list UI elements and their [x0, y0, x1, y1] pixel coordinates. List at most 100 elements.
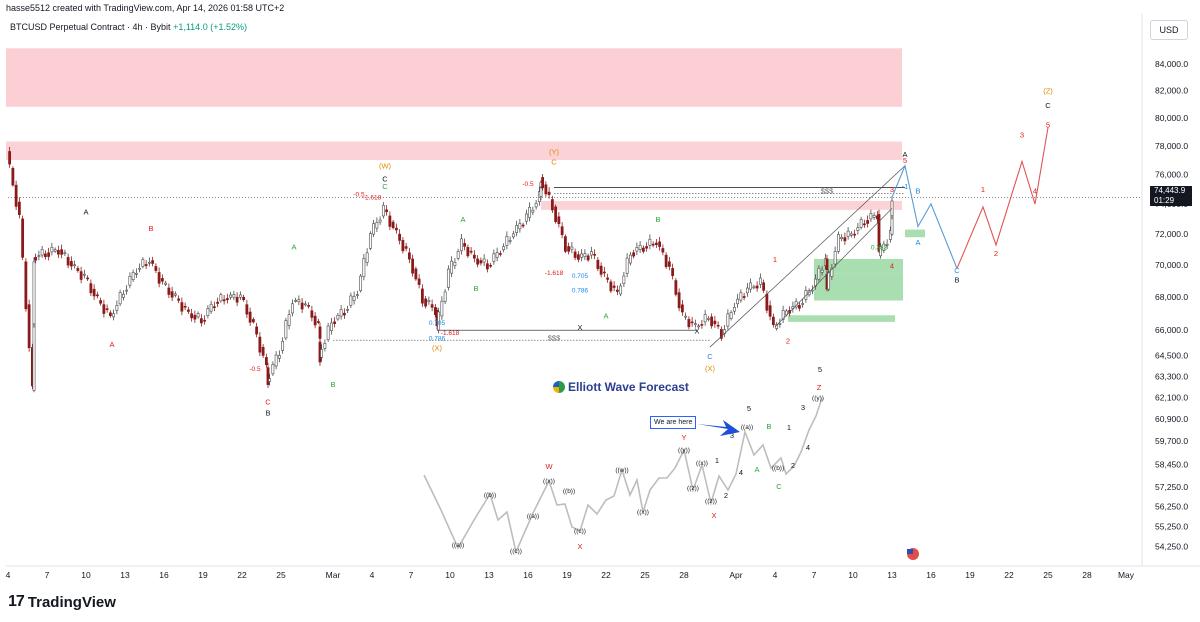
time-tick-label: 10 — [445, 570, 455, 580]
candle-body — [534, 202, 538, 208]
candle-body — [219, 294, 223, 302]
candle-body — [352, 296, 356, 301]
candle-body — [115, 304, 119, 311]
candle-body — [443, 291, 447, 302]
candle-body — [700, 324, 704, 326]
price-tick-label: 57,250.0 — [1155, 482, 1188, 492]
wave-label: B — [473, 284, 478, 293]
price-tick-label: 84,000.0 — [1155, 59, 1188, 69]
wave-label: -0.5 — [522, 181, 534, 188]
wave-label: X — [577, 323, 582, 332]
wave-sketch-label: ((a)) — [452, 542, 464, 549]
tradingview-logo[interactable]: 17 TradingView — [8, 593, 116, 611]
candle-body — [235, 296, 239, 303]
candle-body — [781, 309, 785, 320]
wave-sketch-label: ((z)) — [687, 485, 699, 492]
candle-body — [212, 306, 216, 308]
candle-body — [216, 301, 220, 304]
candle-body — [32, 261, 36, 325]
time-tick-label: 25 — [1043, 570, 1053, 580]
wave-sketch-label: ((y)) — [812, 395, 824, 402]
candle-body — [661, 248, 665, 253]
candle-body — [729, 312, 733, 319]
candle-body — [53, 249, 57, 252]
time-tick-label: 13 — [484, 570, 494, 580]
candle-body — [401, 240, 405, 252]
candle-body — [840, 236, 844, 240]
candle-body — [612, 285, 616, 288]
candle-body — [664, 254, 668, 268]
candle-body — [284, 320, 288, 339]
wave-sketch-label: X — [577, 542, 582, 551]
candle-body — [365, 252, 369, 263]
wave-sketch-label: 3 — [801, 403, 805, 412]
candle-body — [229, 294, 233, 298]
candle-body — [255, 326, 259, 335]
candle-body — [716, 324, 720, 327]
buy-zone — [905, 229, 925, 238]
wave-label: C — [265, 398, 271, 407]
wave-sketch-path — [423, 397, 823, 555]
wave-label: 0.705 — [429, 320, 446, 327]
wave-sketch-label: B — [766, 422, 771, 431]
channel-line — [774, 208, 893, 328]
candle-body — [167, 287, 171, 295]
wave-sketch-label: 4 — [739, 468, 743, 477]
candle-body — [164, 282, 168, 285]
axes-layer: 84,000.0 82,000.0 80,000.0 78,000.0 76,000.0… — [6, 14, 1200, 580]
candle-body — [697, 325, 701, 328]
candle-body — [485, 263, 489, 270]
wave-sketch-label: ((z)) — [705, 498, 717, 505]
candle-body — [134, 272, 138, 275]
candle-body — [505, 236, 509, 246]
candle-body — [407, 252, 411, 260]
candle-body — [86, 277, 90, 280]
price-tick-label: 55,250.0 — [1155, 521, 1188, 531]
arrow-icon — [697, 420, 740, 436]
candle-body — [8, 151, 12, 165]
candle-body — [43, 253, 47, 258]
candle-body — [825, 258, 829, 271]
candle-body — [599, 265, 603, 275]
candle-body — [771, 316, 775, 326]
symbol-title[interactable]: BTCUSD Perpetual Contract · 4h · Bybit +… — [10, 22, 247, 32]
candle-body — [547, 191, 551, 195]
candle-body — [489, 264, 493, 267]
candle-body — [60, 249, 64, 255]
candle-body — [531, 209, 535, 213]
candle-body — [160, 278, 164, 282]
wave-label: 0.786 — [429, 335, 446, 342]
wave-label: 2 — [786, 337, 790, 346]
candle-body — [105, 308, 109, 311]
wave-label: C — [382, 175, 388, 184]
time-tick-label: 13 — [120, 570, 130, 580]
price-tick-label: 58,450.0 — [1155, 459, 1188, 469]
candle-body — [333, 321, 337, 324]
candle-body — [877, 214, 881, 237]
candle-body — [368, 233, 372, 249]
wave-label: (W) — [379, 162, 392, 171]
time-tick-label: 10 — [848, 570, 858, 580]
candle-body — [677, 292, 681, 309]
candle-body — [843, 237, 847, 242]
candle-body — [32, 323, 36, 391]
wave-sketch-label: 3 — [730, 431, 734, 440]
candle-body — [300, 302, 304, 310]
candle-body — [121, 293, 125, 298]
candle-body — [225, 298, 229, 301]
candle-body — [586, 255, 590, 261]
currency-button[interactable]: USD — [1150, 20, 1188, 40]
sell-zone — [6, 141, 902, 161]
candle-body — [248, 311, 252, 323]
candle-body — [154, 266, 158, 271]
candle-body — [833, 251, 837, 265]
candle-body — [318, 326, 322, 339]
wave-label: 0.705 — [572, 273, 589, 280]
time-tick-label: 13 — [887, 570, 897, 580]
candle-body — [290, 303, 294, 314]
candle-body — [752, 286, 756, 289]
wave-label: 4 — [890, 261, 894, 270]
candle-body — [563, 236, 567, 252]
time-tick-label: 19 — [562, 570, 572, 580]
